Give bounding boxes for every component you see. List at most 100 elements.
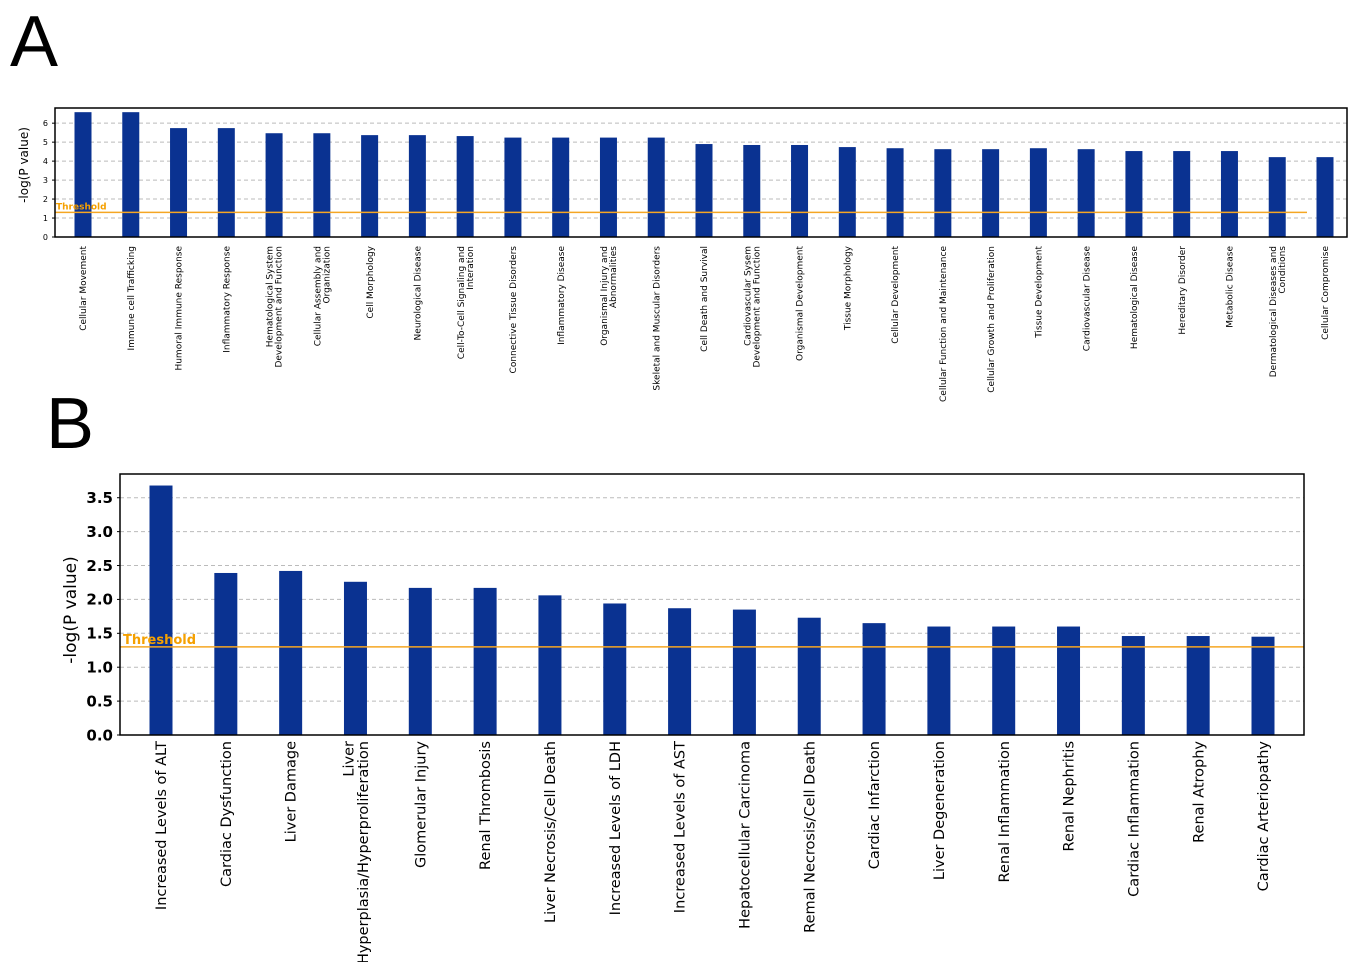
bar	[1173, 151, 1191, 237]
x-tick-label: Neurological Disease	[414, 246, 424, 341]
x-tick-label: Hereditary Disorder	[1178, 246, 1188, 335]
y-tick-label: 1	[43, 214, 48, 223]
x-tick-label-line: Neurological Disease	[414, 246, 424, 341]
bar	[1316, 157, 1334, 237]
x-tick-label: Cardiac Inflammation	[1126, 741, 1142, 897]
x-tick-label-line: Cell Death and Survival	[700, 246, 710, 352]
y-axis-label: -log(P value)	[61, 556, 81, 663]
x-tick-label-line: Cellular Movement	[79, 246, 89, 331]
x-tick-label-line: Cellular Function and Maintenance	[939, 246, 949, 402]
x-tick-label: Increased Levels of ALT	[154, 741, 170, 910]
x-tick-label-line: Tissue Morphology	[843, 245, 853, 331]
bar	[149, 485, 173, 735]
bar	[361, 135, 379, 237]
x-tick-label-line: Cardiac Dysfunction	[219, 741, 235, 887]
bar	[862, 623, 886, 735]
x-tick-label-line: Organismal Development	[796, 246, 806, 361]
x-tick-label: Connective Tissue Disorders	[509, 246, 519, 374]
x-tick-label-line: Dermatological Diseases and	[1269, 246, 1279, 377]
x-tick-label-line: Renal Atrophy	[1191, 741, 1207, 843]
bar	[1268, 157, 1286, 237]
x-tick-label-line: Glomerular Injury	[413, 741, 429, 868]
y-tick-label: 0.0	[86, 726, 113, 744]
x-tick-label-line: Hematological Disease	[1130, 246, 1140, 350]
x-tick-label: Glomerular Injury	[413, 741, 429, 868]
x-tick-label: Remal Necrosis/Cell Death	[802, 741, 818, 933]
bar	[927, 626, 951, 735]
chart-b: 0.0 0.5 1.0 1.5 2.0 2.5 3.0 3.5 Threshold -log(P …	[61, 473, 1305, 962]
x-tick-label: Liver Damage	[284, 741, 300, 842]
x-tick-label: Renal Inflammation	[997, 741, 1013, 882]
x-tick-label: Inflammatory Response	[222, 246, 232, 353]
bar	[1220, 151, 1238, 237]
x-tick-label-line: Skeletal and Muscular Disorders	[652, 246, 662, 391]
x-tick-label: Liver Degeneration	[932, 741, 948, 880]
bar	[408, 587, 432, 735]
bar	[1186, 636, 1210, 735]
threshold-label: Threshold	[123, 633, 196, 648]
bar	[538, 595, 562, 735]
bar	[1251, 636, 1275, 735]
x-tick-label: Cellular Function and Maintenance	[939, 246, 949, 402]
bar	[1077, 149, 1095, 237]
bar	[695, 144, 713, 237]
panel-a-letter: A	[10, 2, 59, 82]
x-tick-label-line: Metabolic Disease	[1226, 246, 1236, 328]
x-tick-label-line: Cardiac Infarction	[867, 741, 883, 869]
x-tick-label-line: Cellular Growth and Proliferation	[987, 246, 997, 393]
x-tick-label-line: Cell Morphology	[366, 245, 376, 318]
x-tick-label: Metabolic Disease	[1226, 246, 1236, 328]
bar	[732, 609, 756, 735]
x-tick-label: Cellular Compromise	[1321, 246, 1331, 340]
x-tick-label-line: Remal Necrosis/Cell Death	[802, 741, 818, 933]
bar	[473, 587, 497, 735]
x-tick-label: Cardiovascular SysemDevelopment and Func…	[743, 246, 762, 368]
x-tick-label-line: Increased Levels of AST	[673, 741, 689, 913]
x-tick-label-line: Cellular Development	[891, 246, 901, 344]
x-tick-label-line: Cardiac Inflammation	[1126, 741, 1142, 897]
bar	[791, 144, 809, 237]
bar	[934, 149, 952, 237]
bar	[647, 137, 665, 237]
x-tick-label-line: Conditions	[1278, 246, 1288, 294]
bar	[217, 128, 235, 237]
x-tick-label: Skeletal and Muscular Disorders	[652, 246, 662, 391]
x-tick-label: Increased Levels of AST	[673, 741, 689, 913]
y-axis-label: -log(P value)	[17, 127, 31, 203]
x-tick-label-line: Hereditary Disorder	[1178, 246, 1188, 335]
x-tick-label-line: Humoral Immune Response	[175, 246, 185, 371]
x-tick-label: Organismal Injury andAbnormalities	[600, 246, 619, 346]
x-tick-label-line: Organization	[322, 246, 332, 304]
bar	[343, 581, 367, 735]
x-tick-label: Cardiac Infarction	[867, 741, 883, 869]
x-tick-label-line: Tissue Development	[1035, 246, 1045, 339]
x-tick-label-line: Increased Levels of ALT	[154, 741, 170, 910]
x-tick-label-line: Development and Function	[752, 246, 762, 368]
x-tick-label-line: Renal Thrombosis	[478, 741, 494, 870]
x-tick-label: Organismal Development	[796, 246, 806, 361]
x-tick-label-line: Connective Tissue Disorders	[509, 246, 519, 374]
x-tick-label: Renal Thrombosis	[478, 741, 494, 870]
bar	[279, 570, 303, 735]
bar	[214, 572, 238, 735]
x-tick-label: Cellular Development	[891, 246, 901, 344]
y-tick-label: 2.5	[86, 557, 113, 575]
bar	[1125, 151, 1143, 237]
x-tick-label: Hematological SystemDevelopment and Func…	[266, 246, 285, 368]
bar	[668, 608, 692, 735]
x-tick-label: Cellular Movement	[79, 246, 89, 331]
x-tick-label-line: Increased Levels of LDH	[608, 741, 624, 915]
y-tick-label: 0	[43, 233, 48, 242]
bar	[313, 133, 331, 237]
x-tick-label: Cellular Growth and Proliferation	[987, 246, 997, 393]
x-tick-label: Cardiac Dysfunction	[219, 741, 235, 887]
bar	[599, 137, 617, 237]
x-tick-label: Tissue Morphology	[843, 245, 853, 331]
bar	[170, 128, 188, 237]
x-tick-label-line: Interation	[466, 246, 476, 290]
x-tick-label: Inflammatory Disease	[557, 246, 567, 345]
chart-a: 0 1 2 3 4 5 6 Threshold -log(P value) Cellular Mo…	[17, 107, 1348, 402]
x-tick-label-line: Hepatocellular Carcinoma	[737, 741, 753, 929]
